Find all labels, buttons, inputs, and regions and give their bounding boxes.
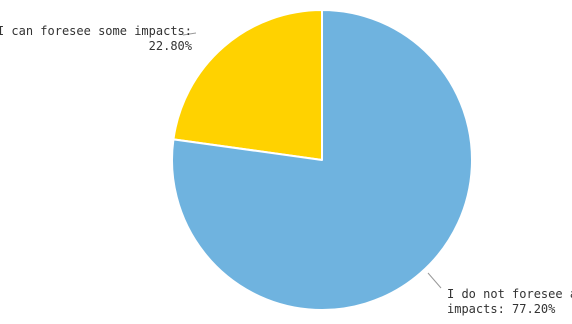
data-label-not-foresee-name: I do not foresee an — [447, 287, 572, 301]
leader-line-foresee-impacts — [182, 32, 197, 36]
pie-slice-foresee-impacts[interactable] — [172, 9, 323, 161]
data-label-not-foresee-value: impacts: 77.20% — [447, 302, 556, 316]
data-label-foresee-impacts-name: I can foresee some impacts: — [0, 24, 192, 38]
data-label-foresee-impacts-value: 22.80% — [149, 39, 193, 53]
labels-layer: I can foresee some impacts: 22.80% I do … — [0, 24, 572, 316]
pie-slice-not-foresee[interactable] — [171, 9, 473, 311]
leader-line-not-foresee — [427, 272, 442, 289]
slices-layer — [171, 9, 473, 311]
